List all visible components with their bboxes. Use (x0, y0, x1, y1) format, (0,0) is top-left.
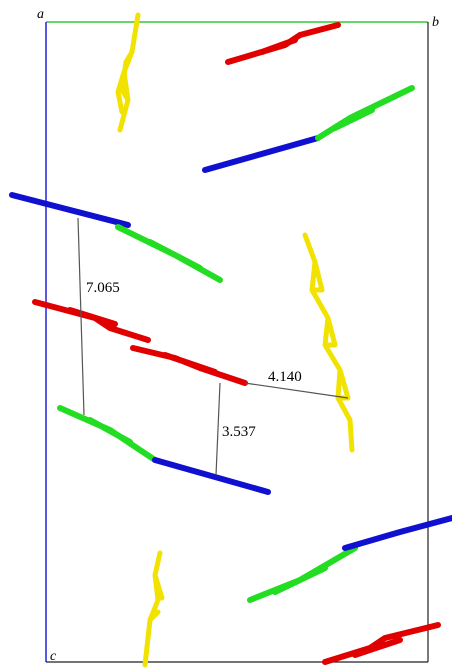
axis-label: b (432, 15, 439, 30)
molecule (155, 460, 268, 492)
distance-label: 3.537 (222, 424, 256, 440)
molecule (345, 518, 452, 548)
distance-label: 4.140 (268, 369, 302, 385)
packing-diagram: a b c 7.065 4.140 3.537 (0, 0, 452, 669)
unit-cell (46, 22, 428, 662)
axis-label: c (50, 649, 57, 664)
molecule (60, 408, 155, 460)
distance-line (245, 383, 348, 398)
molecule (325, 625, 438, 662)
molecule (318, 88, 412, 138)
molecule (118, 15, 138, 130)
molecule (12, 195, 128, 225)
distance-label: 7.065 (86, 280, 120, 296)
molecule (205, 138, 318, 170)
molecules (12, 15, 452, 665)
molecule (228, 25, 338, 62)
distance-line (216, 383, 220, 475)
molecule (305, 235, 352, 450)
molecule (118, 227, 220, 280)
molecule (250, 548, 355, 600)
axis-label: a (37, 7, 44, 22)
molecule (133, 348, 245, 383)
molecule (145, 553, 162, 665)
molecule (35, 302, 148, 340)
